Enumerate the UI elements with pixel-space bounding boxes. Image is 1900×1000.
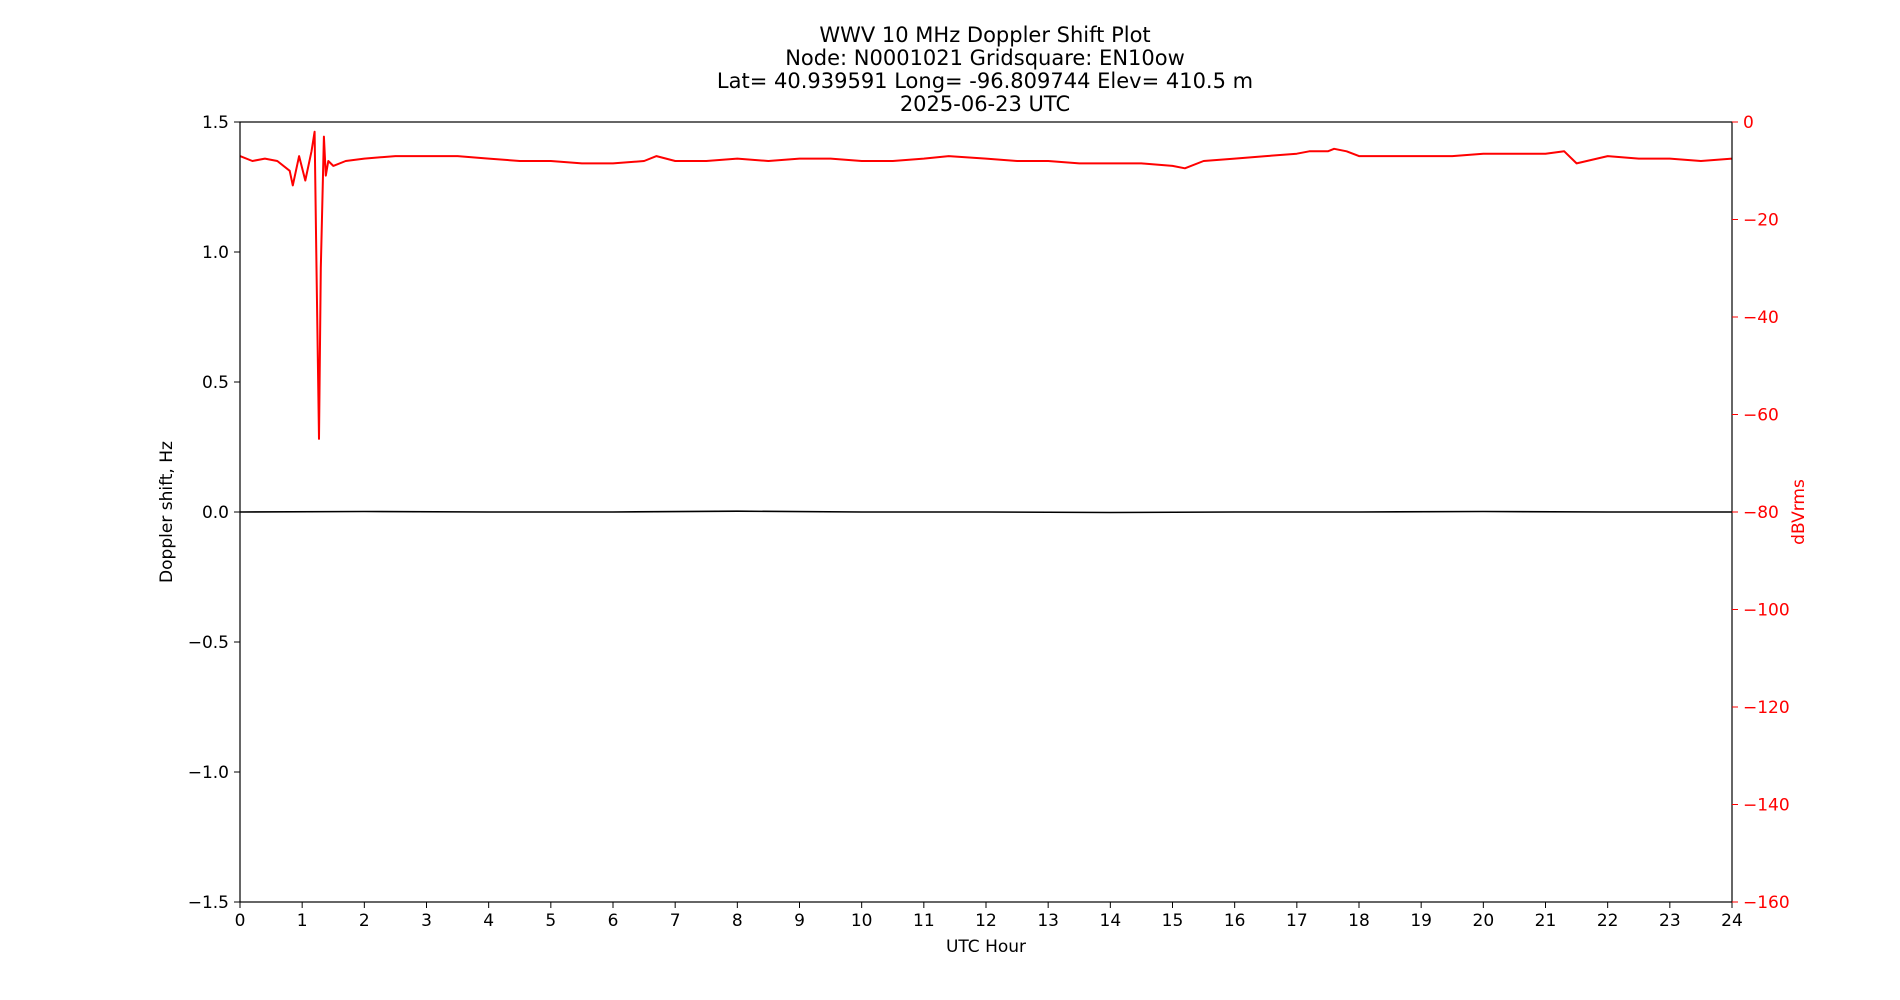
x-tick-label: 2 bbox=[359, 911, 370, 931]
x-axis-label: UTC Hour bbox=[946, 937, 1026, 957]
y-tick-label: −1.5 bbox=[188, 893, 229, 913]
title-line-2: Node: N0001021 Gridsquare: EN10ow bbox=[785, 46, 1185, 70]
y2-tick-label: −160 bbox=[1743, 893, 1790, 913]
x-tick-label: 21 bbox=[1535, 911, 1557, 931]
y2-tick-label: −20 bbox=[1743, 211, 1779, 231]
title-line-4: 2025-06-23 UTC bbox=[900, 92, 1070, 116]
y-tick-label: −0.5 bbox=[188, 633, 229, 653]
x-tick-label: 6 bbox=[608, 911, 619, 931]
x-tick-label: 8 bbox=[732, 911, 743, 931]
y2-tick-label: −40 bbox=[1743, 308, 1779, 328]
x-tick-label: 7 bbox=[670, 911, 681, 931]
y2-axis-label: dBVrms bbox=[1789, 479, 1809, 545]
y2-tick-label: −120 bbox=[1743, 698, 1790, 718]
x-axis: 0 1 2 3 4 5 6 7 8 9 10 11 12 13 14 15 16 17 18 19 20 21 22 23 24 bbox=[235, 902, 1743, 931]
chart-title: WWV 10 MHz Doppler Shift Plot Node: N000… bbox=[717, 23, 1253, 116]
plot-area bbox=[239, 130, 1733, 514]
x-tick-label: 20 bbox=[1473, 911, 1495, 931]
x-tick-label: 1 bbox=[297, 911, 308, 931]
x-tick-label: 23 bbox=[1659, 911, 1681, 931]
y-tick-label: 0.5 bbox=[202, 373, 229, 393]
x-tick-label: 18 bbox=[1348, 911, 1370, 931]
y-tick-label: −1.0 bbox=[188, 763, 229, 783]
x-tick-label: 3 bbox=[421, 911, 432, 931]
title-line-3: Lat= 40.939591 Long= -96.809744 Elev= 41… bbox=[717, 69, 1253, 93]
x-tick-label: 0 bbox=[235, 911, 246, 931]
x-tick-label: 12 bbox=[975, 911, 997, 931]
x-tick-label: 13 bbox=[1037, 911, 1059, 931]
x-tick-label: 22 bbox=[1597, 911, 1619, 931]
x-tick-label: 11 bbox=[913, 911, 935, 931]
x-tick-label: 16 bbox=[1224, 911, 1246, 931]
y-tick-label: 1.5 bbox=[202, 113, 229, 133]
y2-tick-label: −140 bbox=[1743, 796, 1790, 816]
x-tick-label: 17 bbox=[1286, 911, 1308, 931]
y-axis-left: 1.5 1.0 0.5 0.0 −0.5 −1.0 −1.5 bbox=[188, 113, 240, 913]
y-axis-right: 0 −20 −40 −60 −80 −100 −120 −140 −160 bbox=[1732, 113, 1790, 913]
x-tick-label: 15 bbox=[1162, 911, 1184, 931]
y-tick-label: 1.0 bbox=[202, 243, 229, 263]
x-tick-label: 10 bbox=[851, 911, 873, 931]
x-tick-label: 24 bbox=[1721, 911, 1743, 931]
y2-tick-label: −60 bbox=[1743, 406, 1779, 426]
y2-tick-label: −80 bbox=[1743, 503, 1779, 523]
y-tick-label: 0.0 bbox=[202, 503, 229, 523]
doppler-series-line bbox=[239, 510, 1732, 514]
x-tick-label: 4 bbox=[483, 911, 494, 931]
title-line-1: WWV 10 MHz Doppler Shift Plot bbox=[819, 23, 1150, 47]
y-axis-label: Doppler shift, Hz bbox=[157, 441, 177, 583]
x-tick-label: 5 bbox=[545, 911, 556, 931]
x-tick-label: 19 bbox=[1410, 911, 1432, 931]
y2-tick-label: 0 bbox=[1743, 113, 1754, 133]
x-tick-label: 9 bbox=[794, 911, 805, 931]
y2-tick-label: −100 bbox=[1743, 601, 1790, 621]
power-series-line bbox=[239, 130, 1733, 440]
x-tick-label: 14 bbox=[1100, 911, 1122, 931]
